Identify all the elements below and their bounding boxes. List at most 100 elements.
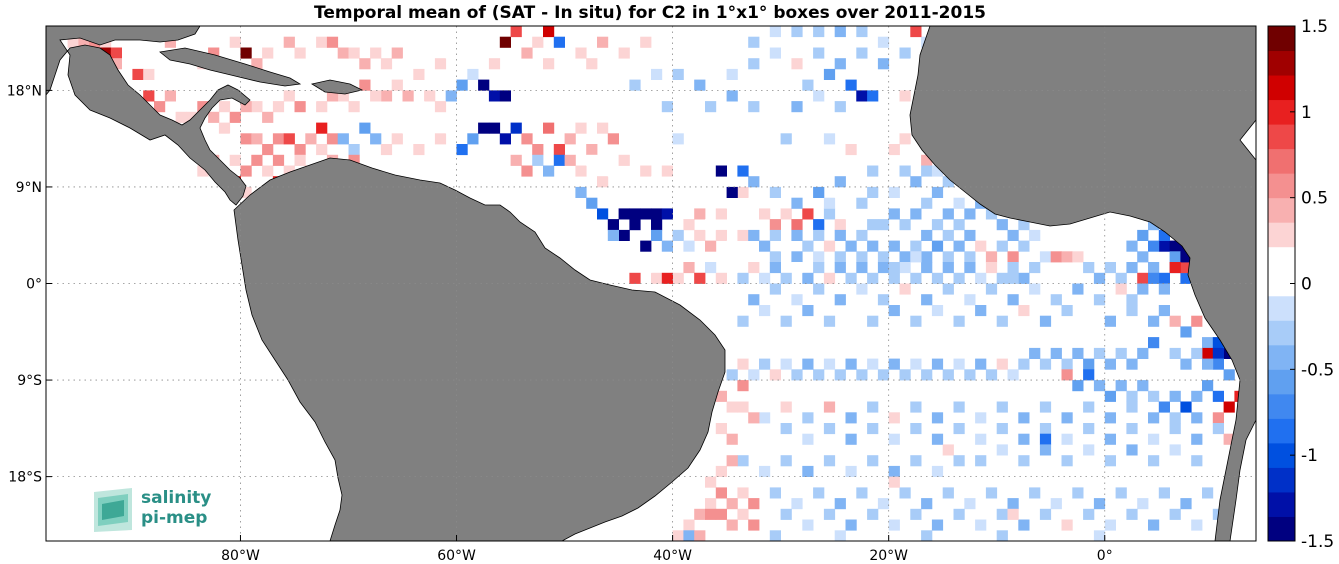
data-cell bbox=[413, 144, 425, 156]
data-cell bbox=[921, 294, 933, 306]
data-cell bbox=[240, 133, 252, 145]
data-cell bbox=[1083, 358, 1095, 370]
data-cell bbox=[823, 401, 836, 413]
data-cell bbox=[759, 272, 771, 284]
data-cell bbox=[1093, 380, 1106, 392]
data-cell bbox=[1137, 251, 1149, 263]
data-cell bbox=[488, 58, 501, 70]
data-cell bbox=[780, 423, 792, 435]
data-cell bbox=[1050, 347, 1062, 359]
data-cell bbox=[737, 487, 749, 499]
data-cell bbox=[921, 229, 933, 241]
logo: salinity pi-mep bbox=[94, 488, 211, 532]
data-cell bbox=[532, 36, 544, 48]
data-cell bbox=[813, 487, 825, 499]
data-cell bbox=[899, 165, 911, 177]
data-cell bbox=[726, 455, 738, 467]
data-cell bbox=[1083, 401, 1095, 413]
data-cell bbox=[780, 401, 792, 413]
data-cell bbox=[834, 186, 846, 198]
data-cell bbox=[316, 144, 328, 156]
data-cell bbox=[1180, 262, 1192, 274]
data-cell bbox=[1223, 433, 1235, 445]
data-cell bbox=[769, 283, 781, 295]
data-cell bbox=[510, 26, 522, 38]
data-cell bbox=[683, 219, 695, 231]
y-tick-label: 9°N bbox=[16, 180, 42, 196]
data-cell bbox=[154, 101, 166, 113]
data-cell bbox=[867, 508, 879, 520]
data-cell bbox=[780, 272, 792, 284]
data-cell bbox=[1072, 380, 1084, 392]
colorbar-tick-label: -1.5 bbox=[1301, 532, 1334, 552]
data-cell bbox=[726, 186, 738, 198]
data-cell bbox=[791, 26, 803, 38]
data-cell bbox=[1169, 444, 1181, 456]
data-cell bbox=[823, 358, 836, 370]
data-cell bbox=[262, 111, 274, 123]
data-cell bbox=[424, 90, 436, 102]
data-cell bbox=[823, 133, 836, 145]
data-cell bbox=[564, 133, 576, 145]
data-cell bbox=[1039, 401, 1052, 413]
data-cell bbox=[1050, 498, 1062, 510]
data-cell bbox=[1072, 487, 1084, 499]
data-cell bbox=[748, 36, 760, 48]
data-cell bbox=[564, 154, 576, 166]
data-cell bbox=[337, 133, 349, 145]
data-cell bbox=[791, 101, 803, 113]
data-cell bbox=[931, 305, 944, 317]
data-cell bbox=[726, 433, 738, 445]
data-cell bbox=[683, 530, 695, 541]
colorbar-swatch bbox=[1268, 246, 1295, 272]
data-cell bbox=[694, 79, 706, 91]
data-cell bbox=[1169, 347, 1181, 359]
data-cell bbox=[294, 101, 306, 113]
data-cell bbox=[1093, 498, 1106, 510]
data-cell bbox=[910, 208, 922, 220]
data-cell bbox=[705, 58, 717, 70]
data-cell bbox=[672, 530, 684, 541]
data-cell bbox=[240, 47, 252, 59]
data-cell bbox=[1202, 380, 1214, 392]
data-cell bbox=[931, 186, 944, 198]
map-title: Temporal mean of (SAT - In situ) for C2 … bbox=[314, 3, 986, 23]
data-cell bbox=[888, 144, 900, 156]
data-cell bbox=[975, 272, 987, 284]
data-cell bbox=[877, 294, 890, 306]
data-cell bbox=[1148, 337, 1160, 349]
data-cell bbox=[780, 455, 792, 467]
data-cell bbox=[1148, 412, 1160, 424]
data-cell bbox=[1039, 444, 1052, 456]
data-cell bbox=[802, 305, 814, 317]
data-cell bbox=[877, 58, 890, 70]
data-cell bbox=[834, 498, 846, 510]
data-cell bbox=[834, 176, 846, 188]
y-tick-label: 9°S bbox=[17, 373, 42, 389]
data-cell bbox=[953, 508, 965, 520]
data-cell bbox=[759, 240, 771, 252]
data-cell bbox=[942, 251, 954, 263]
data-cell bbox=[888, 305, 900, 317]
data-cell bbox=[1007, 369, 1019, 381]
data-cell bbox=[942, 369, 954, 381]
data-cell bbox=[553, 144, 565, 156]
data-cell bbox=[910, 176, 922, 188]
data-cell bbox=[791, 262, 803, 274]
data-cell bbox=[1061, 433, 1073, 445]
data-cell bbox=[543, 165, 555, 177]
data-cell bbox=[888, 240, 900, 252]
land-south-america bbox=[233, 157, 726, 541]
data-cell bbox=[597, 176, 609, 188]
data-cell bbox=[813, 219, 825, 231]
data-cell bbox=[629, 176, 641, 188]
data-cell bbox=[1191, 315, 1203, 327]
colorbar-tick-label: 1 bbox=[1301, 103, 1312, 123]
data-cell bbox=[478, 79, 490, 91]
data-cell bbox=[845, 208, 857, 220]
data-cell bbox=[1061, 251, 1073, 263]
data-cell bbox=[985, 208, 998, 220]
data-cell bbox=[737, 165, 749, 177]
data-cell bbox=[1148, 315, 1160, 327]
data-cell bbox=[683, 90, 695, 102]
